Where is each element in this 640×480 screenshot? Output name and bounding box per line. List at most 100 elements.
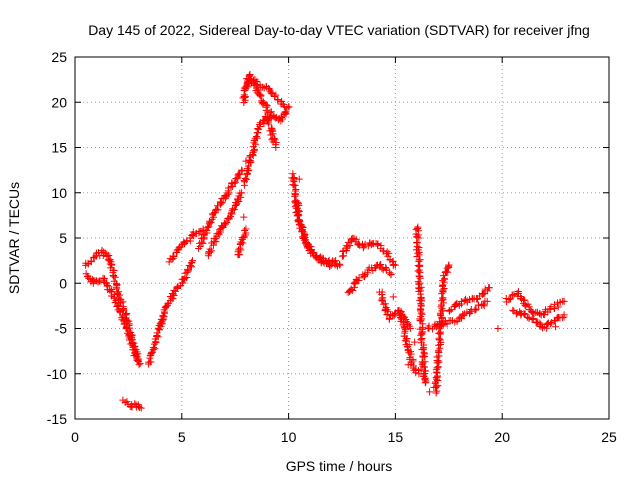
data-point-marker	[552, 323, 560, 331]
data-point-marker	[168, 255, 176, 263]
data-point-marker	[230, 206, 238, 214]
data-points	[82, 71, 568, 412]
data-point-marker	[150, 344, 158, 352]
data-point-marker	[452, 301, 460, 309]
y-axis-label: SDTVAR / TECUs	[6, 182, 22, 294]
data-point-marker	[241, 175, 249, 183]
data-point-marker	[271, 114, 279, 122]
data-point-marker	[346, 242, 354, 250]
data-point-marker	[295, 175, 303, 183]
data-point-marker	[221, 220, 229, 228]
data-point-marker	[547, 320, 555, 328]
data-point-marker	[85, 274, 93, 282]
data-point-marker	[292, 190, 300, 198]
axis-ticks: 0 5 10 15 20 25 25 20 15 10 5 0 -5 -10 -15	[47, 49, 617, 445]
data-point-marker	[433, 353, 441, 361]
data-point-marker	[472, 305, 480, 313]
data-point-marker	[216, 198, 224, 206]
data-point-marker	[238, 166, 246, 174]
data-point-marker	[154, 333, 162, 341]
data-point-marker	[459, 310, 467, 318]
data-point-marker	[414, 249, 422, 257]
data-point-marker	[293, 212, 301, 220]
data-point-marker	[413, 242, 421, 250]
data-point-marker	[113, 302, 121, 310]
y-tick-label: 0	[59, 275, 67, 291]
data-point-marker	[188, 258, 196, 266]
y-tick-label: 15	[51, 140, 67, 156]
data-point-marker	[272, 144, 280, 151]
data-point-marker	[254, 126, 262, 134]
data-point-marker	[426, 388, 434, 396]
data-point-marker	[355, 274, 363, 282]
data-point-marker	[406, 325, 414, 332]
x-axis-label: GPS time / hours	[286, 458, 393, 474]
data-point-marker	[322, 257, 330, 265]
data-point-marker	[121, 398, 129, 406]
data-point-marker	[123, 398, 131, 406]
data-point-marker	[300, 234, 308, 242]
data-point-marker	[560, 297, 568, 305]
data-point-marker	[520, 310, 528, 318]
data-point-marker	[236, 251, 244, 259]
data-point-marker	[378, 264, 386, 272]
data-point-marker	[505, 296, 513, 304]
data-point-marker	[387, 270, 395, 278]
data-point-marker	[407, 350, 415, 358]
data-point-marker	[381, 307, 389, 315]
data-point-marker	[123, 310, 131, 318]
data-point-marker	[420, 349, 428, 357]
data-point-marker	[180, 238, 188, 246]
data-point-marker	[297, 220, 305, 228]
data-point-marker	[282, 108, 290, 116]
data-point-marker	[385, 249, 393, 257]
data-point-marker	[264, 110, 272, 118]
y-tick-label: 10	[51, 185, 67, 201]
data-point-marker	[457, 300, 465, 308]
data-point-marker	[523, 313, 531, 321]
data-point-marker	[547, 303, 555, 311]
data-point-marker	[259, 100, 267, 108]
data-point-marker	[204, 223, 212, 231]
data-point-marker	[223, 219, 231, 227]
data-point-marker	[231, 178, 239, 186]
data-point-marker	[242, 225, 250, 233]
data-point-marker	[436, 344, 444, 352]
data-point-marker	[136, 404, 144, 412]
data-point-marker	[206, 245, 214, 253]
data-point-marker	[330, 258, 338, 266]
data-point-marker	[264, 117, 272, 125]
data-point-marker	[308, 249, 316, 257]
data-point-marker	[227, 210, 235, 218]
grid-lines	[75, 57, 609, 419]
data-point-marker	[274, 96, 282, 104]
data-point-marker	[403, 343, 411, 351]
data-point-marker	[349, 286, 357, 294]
data-point-marker	[289, 170, 297, 178]
data-point-marker	[118, 316, 126, 324]
data-point-marker	[560, 311, 568, 319]
data-point-marker	[262, 106, 270, 114]
data-point-marker	[374, 241, 382, 249]
data-point-marker	[152, 338, 160, 346]
data-point-marker	[418, 315, 426, 323]
data-point-marker	[230, 179, 238, 187]
data-point-marker	[445, 261, 453, 269]
data-point-marker	[240, 98, 248, 106]
data-point-marker	[417, 365, 425, 373]
data-point-marker	[252, 133, 260, 141]
data-point-marker	[207, 218, 215, 226]
data-point-marker	[135, 361, 143, 369]
data-point-marker	[257, 92, 265, 100]
data-point-marker	[554, 303, 562, 311]
data-point-marker	[280, 103, 288, 111]
data-point-marker	[347, 285, 355, 293]
data-point-marker	[184, 267, 192, 275]
data-point-marker	[245, 156, 253, 164]
data-point-marker	[326, 263, 334, 271]
data-point-marker	[265, 120, 273, 128]
data-point-marker	[413, 239, 421, 247]
data-point-marker	[203, 226, 211, 234]
data-point-marker	[212, 205, 220, 213]
data-point-marker	[441, 275, 449, 283]
